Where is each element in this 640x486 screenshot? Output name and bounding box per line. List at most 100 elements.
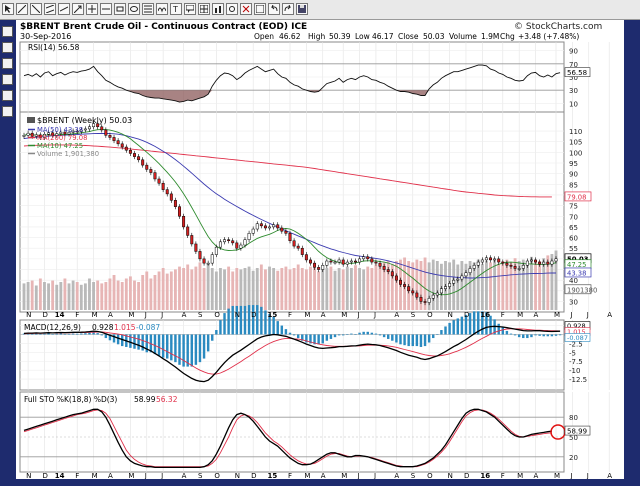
candle-up <box>333 261 337 264</box>
settings-tool-icon[interactable] <box>226 3 238 15</box>
fibonacci-tool-icon[interactable] <box>142 3 154 15</box>
volume-bar <box>415 259 419 310</box>
macd-histogram-bar <box>325 334 329 341</box>
callout-tool-icon[interactable] <box>184 3 196 15</box>
line-tool-icon[interactable] <box>16 3 28 15</box>
candle-up <box>435 292 439 296</box>
save-tool-icon[interactable] <box>296 3 308 15</box>
x-axis-label: J <box>586 311 589 319</box>
checkbox-tool-icon[interactable] <box>254 3 266 15</box>
arrow-tool-icon[interactable] <box>72 3 84 15</box>
trendline-tool-icon[interactable] <box>30 3 42 15</box>
volume-bar <box>366 266 370 310</box>
macd-histogram-bar <box>558 334 562 336</box>
macd-histogram-bar <box>309 334 312 344</box>
redo-tool-icon[interactable] <box>282 3 294 15</box>
price-value-label: 43.38 <box>567 269 586 277</box>
x-axis-label-bottom: F <box>75 472 79 479</box>
right-frame <box>624 20 640 486</box>
candle-up <box>448 283 452 287</box>
macd-histogram-bar <box>538 334 541 336</box>
rectangle-tool-icon[interactable] <box>114 3 126 15</box>
x-axis-label: D <box>251 311 256 319</box>
volume-bar <box>26 282 30 310</box>
grid-tool-icon[interactable] <box>198 3 210 15</box>
macd-histogram-bar <box>178 334 181 365</box>
volume-bar <box>530 256 533 310</box>
volume-bar <box>509 262 513 310</box>
macd-histogram-bar <box>329 334 333 339</box>
volume-bar <box>133 280 136 310</box>
macd-histogram-bar <box>231 305 234 335</box>
candle-down <box>120 143 124 148</box>
macd-histogram-bar <box>247 305 251 335</box>
volume-bar <box>34 285 38 310</box>
crosshair-tool-icon[interactable] <box>86 3 98 15</box>
pan-side-icon[interactable] <box>2 90 13 101</box>
erase-side-icon[interactable] <box>2 74 13 85</box>
macd-histogram-bar <box>423 334 427 347</box>
candle-up <box>550 260 554 265</box>
zoom-side-icon[interactable] <box>2 42 13 53</box>
measure-side-icon[interactable] <box>2 106 13 117</box>
text-tool-icon[interactable]: T <box>170 3 182 15</box>
chart-style-tool-icon[interactable] <box>212 3 224 15</box>
x-axis-label-bottom: 16 <box>480 472 490 479</box>
macd-histogram-bar <box>182 334 185 367</box>
channel-tool-icon[interactable] <box>44 3 56 15</box>
volume-bar <box>468 261 472 310</box>
price-tick-label: 95 <box>569 160 578 168</box>
volume-bar <box>276 270 280 310</box>
macd-signal-legend: 1.015 <box>114 323 136 332</box>
candle-up <box>345 261 349 265</box>
volume-bar <box>190 269 194 310</box>
high-label: High <box>308 32 325 41</box>
x-axis-label: F <box>75 311 79 319</box>
undo-tool-icon[interactable] <box>268 3 280 15</box>
volume-bar <box>456 264 460 310</box>
rsi-tick-label: 30 <box>569 87 578 95</box>
ray-tool-icon[interactable] <box>58 3 70 15</box>
volume-bar <box>198 262 202 310</box>
legend-entry: MA(50) 43.38 <box>37 126 83 134</box>
macd-tick-label: -12.5 <box>569 376 587 384</box>
annotate-side-icon[interactable] <box>2 58 13 69</box>
macd-histogram-bar <box>235 305 239 335</box>
sto-value-label: 58.99 <box>567 428 587 436</box>
macd-histogram-bar <box>43 333 46 335</box>
candle-down <box>538 261 542 265</box>
cycle-tool-icon[interactable] <box>156 3 168 15</box>
macd-histogram-bar <box>517 334 521 338</box>
price-value-box <box>564 267 592 278</box>
ellipse-tool-icon[interactable] <box>128 3 140 15</box>
volume-bar <box>288 269 292 310</box>
macd-histogram-bar <box>116 334 120 345</box>
candle-up <box>88 126 91 130</box>
price-value-box <box>564 284 592 295</box>
price-tick-label: 90 <box>569 171 578 179</box>
price-value-label: 79.08 <box>567 193 586 201</box>
macd-histogram-bar <box>39 333 42 335</box>
volume-bar <box>435 261 439 310</box>
pointer-side-icon[interactable] <box>2 26 13 37</box>
volume-bar <box>525 261 529 310</box>
volume-bar <box>284 266 288 310</box>
candle-down <box>141 159 145 166</box>
close-label: Close <box>398 32 419 41</box>
sto-d-legend: 56.32 <box>156 395 178 404</box>
hline-tool-icon[interactable] <box>100 3 112 15</box>
candle-down <box>165 189 169 195</box>
candle-down <box>182 216 186 228</box>
macd-histogram-bar <box>104 334 108 339</box>
delete-tool-icon[interactable] <box>240 3 252 15</box>
macd-histogram-bar <box>501 327 505 335</box>
volume-bar <box>214 271 218 310</box>
volume-value: 1.9M <box>481 32 499 41</box>
volume-bar <box>67 283 71 310</box>
x-axis-label-bottom: N <box>448 472 453 479</box>
macd-histogram-bar <box>276 321 279 335</box>
volume-bar <box>153 275 157 310</box>
volume-bar <box>378 266 382 310</box>
pointer-tool-icon[interactable] <box>2 3 14 15</box>
macd-histogram-bar <box>522 334 525 339</box>
